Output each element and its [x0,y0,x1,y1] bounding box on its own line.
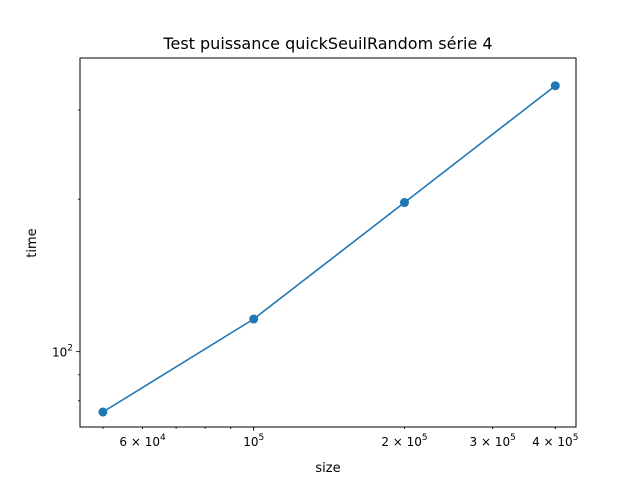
y-axis-ticks: 102 [52,109,80,402]
x-tick-label: 4 × 105 [532,433,578,449]
x-tick-label: 3 × 105 [470,433,516,449]
data-point [249,314,259,324]
data-point [550,81,560,91]
chart-title: Test puissance quickSeuilRandom série 4 [162,34,492,53]
plot-area [98,81,560,417]
x-axis-ticks: 6 × 104 105 2 × 105 3 × 105 4 × 105 [102,427,578,449]
x-tick-label: 2 × 105 [381,433,427,449]
series-line [102,85,556,413]
x-tick-label: 105 [243,433,264,449]
data-point [399,198,409,208]
x-tick-label: 6 × 104 [119,433,166,449]
y-tick-label: 102 [52,344,73,360]
y-axis-label: time [25,228,40,257]
x-axis-label: size [315,461,340,476]
data-point [98,407,108,417]
axes-frame [79,57,577,428]
